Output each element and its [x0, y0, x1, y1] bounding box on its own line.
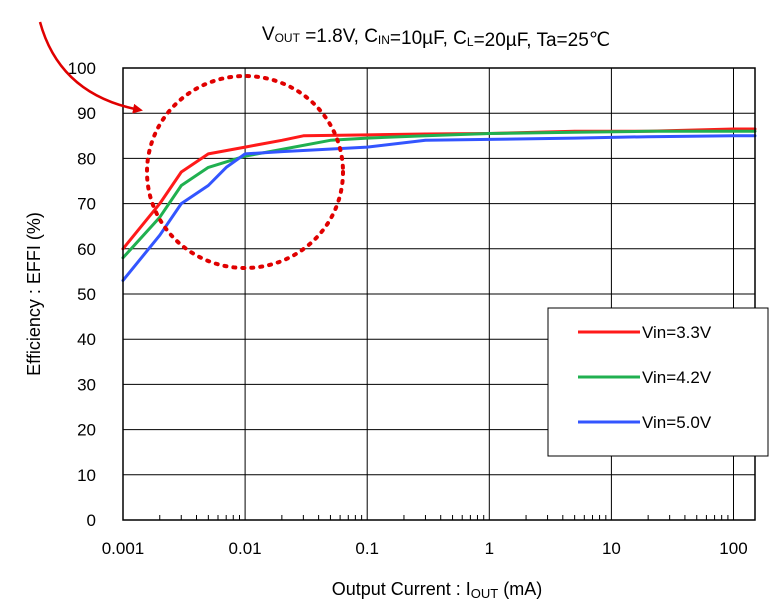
- x-axis-label: Output Current : IOUT (mA): [332, 579, 543, 601]
- x-axis-label-text: Output Current : IOUT (mA): [332, 579, 543, 601]
- y-tick-label: 10: [77, 466, 96, 485]
- legend-label: Vin=4.2V: [642, 368, 712, 387]
- minor-tick-marks: [159, 515, 729, 520]
- legend-label: Vin=3.3V: [642, 323, 712, 342]
- y-tick-label: 50: [77, 285, 96, 304]
- y-tick-labels: 0 10 20 30 40 50 60 70 80 90 100: [68, 59, 96, 530]
- x-tick-label: 10: [602, 539, 621, 558]
- y-axis-label: Efficiency : EFFI (%): [24, 212, 44, 376]
- chart-title: VOUT =1.8V, CIN=10µF, CL=20µF, Ta=25℃: [262, 24, 610, 51]
- y-tick-label: 30: [77, 375, 96, 394]
- y-tick-label: 60: [77, 240, 96, 259]
- plot-frame: [122, 67, 756, 521]
- series-line-vin-4-2v: [121, 129, 757, 260]
- x-tick-label: 0.001: [102, 539, 145, 558]
- y-tick-label: 100: [68, 59, 96, 78]
- y-tick-label: 40: [77, 330, 96, 349]
- x-tick-label: 100: [719, 539, 747, 558]
- y-tick-label: 80: [77, 149, 96, 168]
- annotation-arrow: [38, 21, 143, 114]
- y-tick-label: 0: [87, 511, 96, 530]
- x-tick-labels: 0.001 0.01 0.1 1 10 100: [102, 539, 748, 558]
- series-line-vin-5-0v: [121, 134, 757, 282]
- legend-label: Vin=5.0V: [642, 413, 712, 432]
- y-tick-label: 20: [77, 421, 96, 440]
- x-tick-label: 0.1: [355, 539, 379, 558]
- x-tick-label: 0.01: [229, 539, 262, 558]
- highlight-circle: [145, 74, 345, 270]
- chart-title-text: VOUT =1.8V, CIN=10µF, CL=20µF, Ta=25℃: [262, 24, 610, 51]
- major-gridlines: [123, 68, 755, 520]
- x-tick-label: 1: [485, 539, 494, 558]
- legend: Vin=3.3V Vin=4.2V Vin=5.0V: [547, 307, 769, 457]
- y-tick-label: 70: [77, 195, 96, 214]
- y-tick-label: 90: [77, 104, 96, 123]
